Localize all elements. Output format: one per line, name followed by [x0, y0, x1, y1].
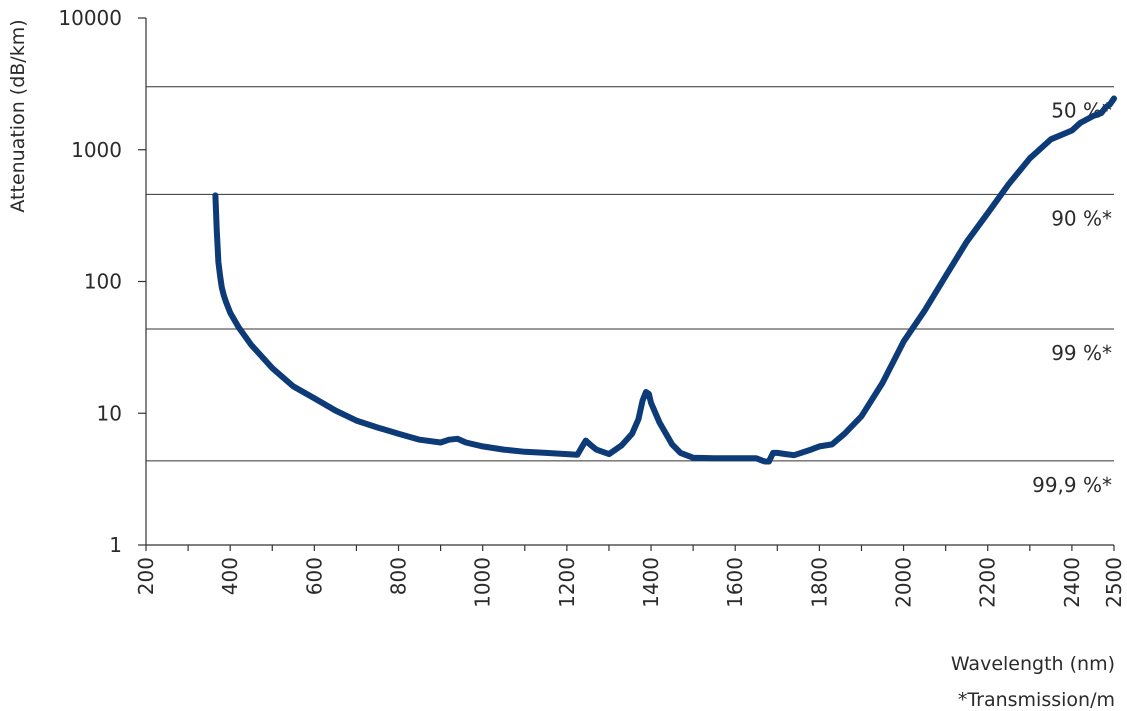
- x-tick-label: 1000: [471, 557, 495, 608]
- x-tick-label: 2500: [1102, 557, 1126, 608]
- x-tick-label: 1200: [555, 557, 579, 608]
- attenuation-line: [212, 95, 1117, 465]
- reference-lines: 50 %*90 %*99 %*99,9 %*: [146, 86, 1114, 497]
- y-tick-label: 1000: [71, 138, 122, 162]
- series: [212, 95, 1117, 465]
- y-axis-title: Attenuation (dB/km): [7, 19, 29, 212]
- x-tick-label: 2200: [976, 557, 1000, 608]
- reference-line-label: 99 %*: [1051, 341, 1112, 365]
- x-tick-label: 2400: [1060, 557, 1084, 608]
- reference-line-label: 99,9 %*: [1032, 473, 1112, 497]
- x-tick-label: 1800: [807, 557, 831, 608]
- x-tick-label: 2000: [892, 557, 916, 608]
- y-tick-label: 100: [84, 270, 122, 294]
- y-tick-label: 10: [97, 401, 122, 425]
- x-tick-label: 1600: [723, 557, 747, 608]
- x-tick-label: 1400: [639, 557, 663, 608]
- x-tick-label: 800: [387, 557, 411, 595]
- x-tick-label: 600: [302, 557, 326, 595]
- y-tick-label: 1: [109, 533, 122, 557]
- x-tick-label: 200: [134, 557, 158, 595]
- reference-line-label: 90 %*: [1051, 206, 1112, 230]
- transmission-note: *Transmission/m: [958, 689, 1115, 711]
- y-tick-label: 10000: [58, 6, 122, 30]
- x-axis-title: Wavelength (nm): [951, 653, 1115, 675]
- ticks: 1 10 100 1000 10000 200 400 600 800 1000 1200 1400 1…: [58, 6, 1126, 608]
- axes: [145, 18, 1114, 546]
- x-tick-label: 400: [218, 557, 242, 595]
